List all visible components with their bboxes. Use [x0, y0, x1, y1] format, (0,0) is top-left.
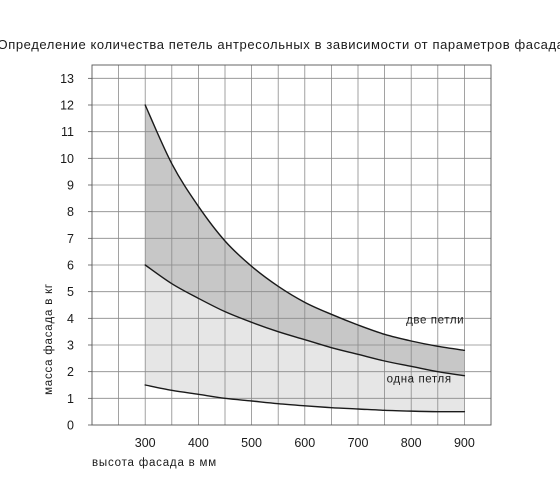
x-tick-label: 600 [294, 436, 315, 450]
x-tick-label: 900 [454, 436, 475, 450]
plot-frame [91, 64, 492, 426]
y-tick-label: 5 [67, 285, 74, 299]
y-tick-label: 13 [60, 72, 74, 86]
series-line-2 [144, 264, 466, 377]
annotation-label: две петли [406, 315, 464, 327]
y-tick-label: 1 [67, 392, 74, 406]
x-tick-label: 700 [348, 436, 369, 450]
annotation-label: одна петля [387, 373, 452, 385]
y-tick-label: 12 [60, 99, 74, 113]
x-tick-label: 500 [241, 436, 262, 450]
y-tick-label: 7 [67, 232, 74, 246]
series-layer [144, 104, 466, 413]
y-axis-label: масса фасада в кг [43, 283, 55, 395]
x-tick-labels: 300 400 500 600 700 800 900 [135, 436, 475, 450]
y-tick-label: 2 [67, 365, 74, 379]
chart-title: Определение количества петель антресольн… [0, 37, 560, 52]
grid-layer [88, 64, 492, 426]
x-tick-label: 800 [401, 436, 422, 450]
annotation-layer: две петли одна петля [387, 315, 464, 386]
series-line-3 [144, 384, 466, 413]
y-tick-label: 8 [67, 205, 74, 219]
y-tick-label: 4 [67, 312, 74, 326]
series-line-1 [144, 104, 466, 352]
y-tick-label: 0 [67, 419, 74, 433]
y-tick-label: 6 [67, 259, 74, 273]
x-axis-label: высота фасада в мм [92, 457, 217, 469]
y-tick-label: 10 [60, 152, 74, 166]
y-tick-label: 11 [61, 125, 74, 139]
x-tick-label: 400 [188, 436, 209, 450]
y-tick-label: 9 [67, 179, 74, 193]
y-tick-label: 3 [67, 339, 74, 353]
x-tick-label: 300 [135, 436, 156, 450]
